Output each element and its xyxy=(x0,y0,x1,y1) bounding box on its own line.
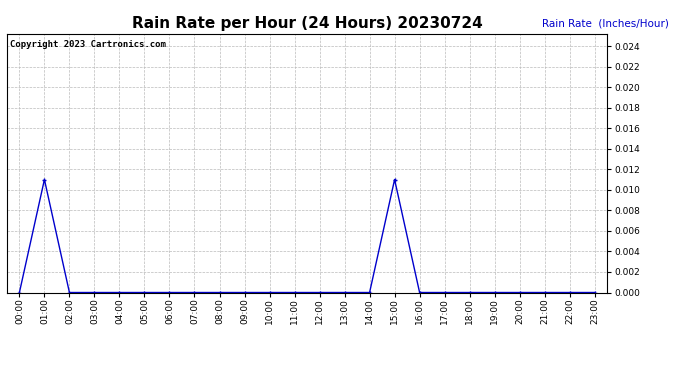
Text: Rain Rate  (Inches/Hour): Rain Rate (Inches/Hour) xyxy=(542,18,669,28)
Text: Copyright 2023 Cartronics.com: Copyright 2023 Cartronics.com xyxy=(10,40,166,49)
Title: Rain Rate per Hour (24 Hours) 20230724: Rain Rate per Hour (24 Hours) 20230724 xyxy=(132,16,482,31)
